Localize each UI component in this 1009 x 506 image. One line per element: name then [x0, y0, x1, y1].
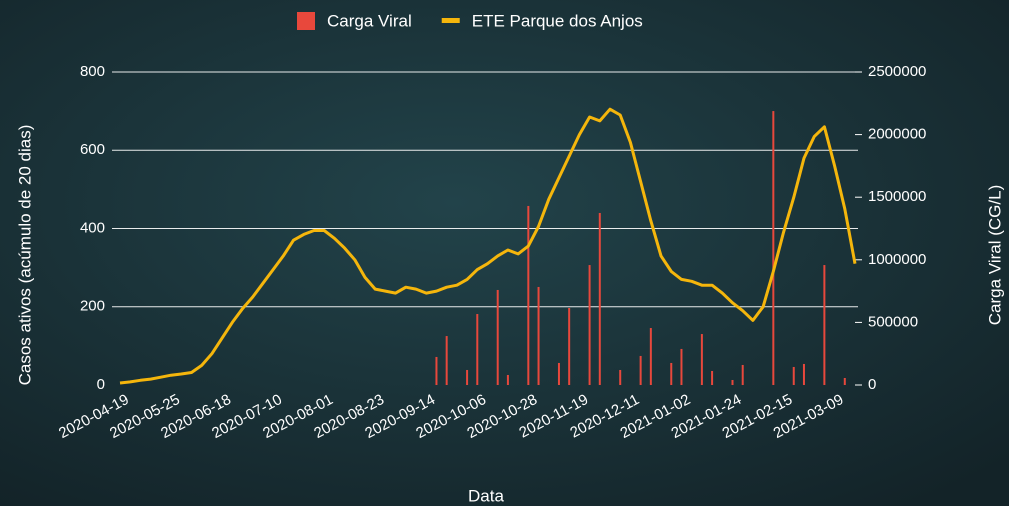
bar: [598, 212, 601, 385]
bar: [670, 362, 673, 385]
bar: [568, 308, 571, 385]
y2-tick-label: 1500000: [868, 188, 926, 205]
bar: [557, 362, 560, 385]
y-tick-label: 200: [80, 298, 105, 315]
bar: [823, 265, 826, 385]
y-tick-label: 400: [80, 219, 105, 236]
y-tick-label: 600: [80, 141, 105, 158]
bar: [649, 328, 652, 385]
y-tick-label: 0: [97, 376, 105, 393]
bar: [792, 366, 795, 385]
bar: [619, 369, 622, 385]
y2-tick-label: 2500000: [868, 63, 926, 80]
bar: [639, 355, 642, 385]
bar: [496, 289, 499, 385]
line: [119, 107, 857, 385]
legend-swatch: [441, 18, 460, 23]
x-axis-title: Data: [468, 486, 504, 505]
bar: [435, 356, 438, 385]
bar: [537, 286, 540, 385]
bar: [802, 363, 805, 385]
y2-tick-label: 1000000: [868, 251, 926, 268]
bar: [466, 369, 469, 385]
bar: [731, 379, 734, 385]
bar: [741, 364, 744, 385]
bar: [680, 348, 683, 385]
bar: [711, 370, 714, 385]
y-tick-label: 800: [80, 63, 105, 80]
y-axis-title: Casos ativos (acúmulo de 20 dias): [15, 125, 34, 386]
bar: [588, 265, 591, 385]
bar: [700, 334, 703, 385]
bar: [476, 314, 479, 385]
bar: [445, 336, 448, 385]
y2-tick-label: 500000: [868, 313, 918, 330]
y2-axis-title: Carga Viral (CG/L): [985, 185, 1004, 325]
bar: [772, 111, 775, 385]
bar: [506, 374, 509, 385]
bar: [843, 377, 846, 385]
legend-label: Carga Viral: [327, 11, 412, 30]
y2-tick-label: 2000000: [868, 126, 926, 143]
bar: [527, 205, 530, 385]
legend-label: ETE Parque dos Anjos: [472, 11, 643, 30]
legend-swatch: [297, 12, 315, 30]
y2-tick-label: 0: [868, 376, 876, 393]
